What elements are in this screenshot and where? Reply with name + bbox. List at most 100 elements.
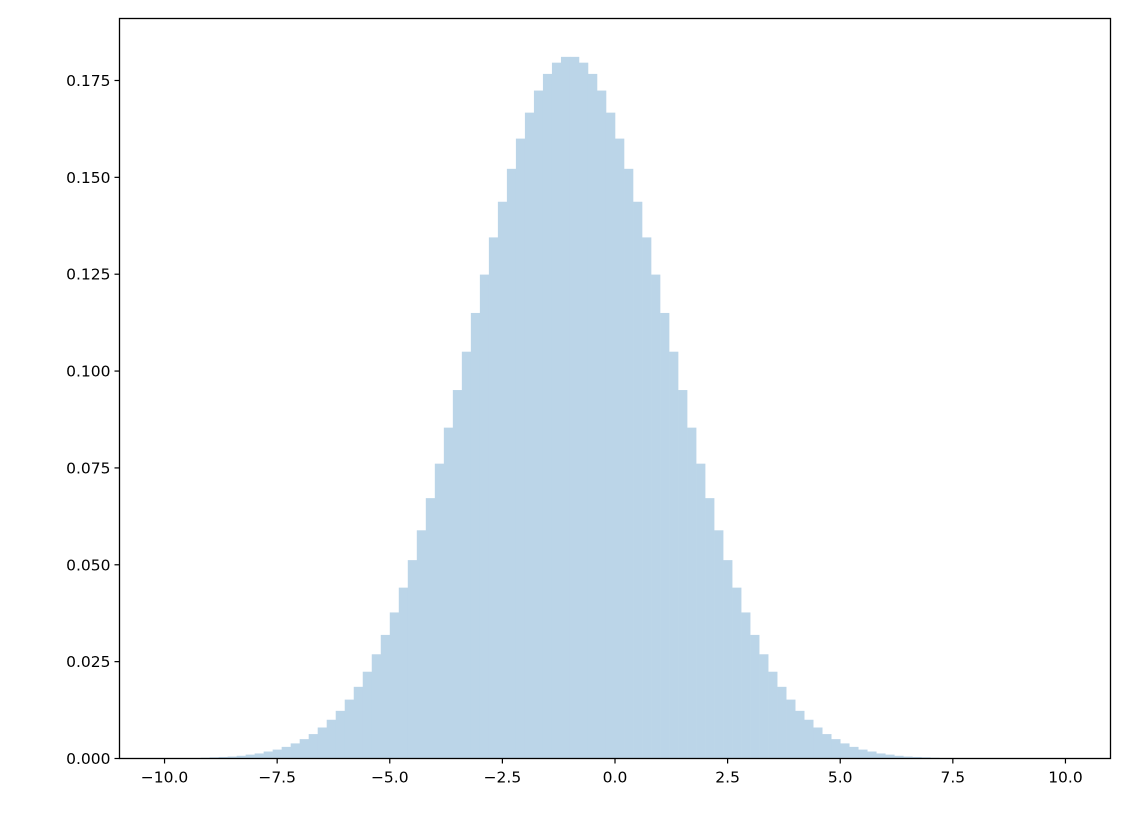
histogram-bar xyxy=(236,755,246,759)
histogram-bar xyxy=(741,612,751,759)
histogram-bar xyxy=(633,201,643,759)
y-tick-label: 0.125 xyxy=(66,266,110,284)
histogram-bar xyxy=(389,612,400,759)
histogram-bar xyxy=(732,587,742,759)
histogram-bar xyxy=(587,73,598,759)
y-tick-label: 0.150 xyxy=(66,169,110,187)
histogram-bar xyxy=(524,112,535,759)
histogram-bar xyxy=(272,749,282,759)
histogram-bar xyxy=(669,351,679,759)
histogram-bar xyxy=(804,719,814,759)
histogram-bar xyxy=(461,351,472,759)
histogram-bar xyxy=(687,427,697,759)
histogram-bar xyxy=(723,560,733,759)
histogram-bar xyxy=(506,168,517,759)
histogram-bar xyxy=(515,138,526,759)
histogram-bar xyxy=(912,756,922,759)
histogram-bar xyxy=(434,463,445,759)
y-axis: 0.000 0.025 0.050 0.075 0.100 0.125 0.150 0.175 xyxy=(66,72,120,768)
histogram-bar xyxy=(371,654,382,759)
x-tick-label: 10.0 xyxy=(1048,769,1083,787)
histogram-bar xyxy=(551,62,562,759)
histogram-bar xyxy=(281,746,291,759)
histogram-bar xyxy=(651,274,661,759)
histogram-bar xyxy=(624,168,634,759)
histogram-bar xyxy=(750,634,760,759)
histogram-bar xyxy=(452,390,463,759)
y-tick-label: 0.075 xyxy=(66,459,110,477)
histogram-bar xyxy=(903,756,913,759)
histogram-bar xyxy=(831,739,841,759)
histogram-bar xyxy=(876,753,886,759)
histogram-bar xyxy=(642,237,652,759)
histogram-bar xyxy=(362,671,373,759)
histogram-bar xyxy=(894,755,904,759)
histogram-bar xyxy=(344,699,355,759)
x-tick-label: 2.5 xyxy=(715,769,740,787)
histogram-bar xyxy=(786,699,796,759)
histogram-bar xyxy=(443,427,454,759)
y-tick-label: 0.100 xyxy=(66,363,110,381)
histogram-bar xyxy=(227,756,237,759)
histogram-bar xyxy=(290,743,300,759)
histogram-bar xyxy=(407,560,418,759)
x-tick-label: 7.5 xyxy=(941,769,966,787)
x-tick-label: −5.0 xyxy=(371,769,409,787)
histogram-bar xyxy=(488,237,499,759)
y-tick-label: 0.175 xyxy=(66,72,110,90)
x-tick-label: −7.5 xyxy=(258,769,296,787)
histogram-bar xyxy=(795,710,805,759)
x-tick-label: 0.0 xyxy=(603,769,628,787)
histogram-bar xyxy=(660,312,670,759)
histogram-bar xyxy=(867,751,877,759)
histogram-bar xyxy=(578,62,589,759)
x-axis: −10.0 −7.5 −5.0 −2.5 0.0 2.5 5.0 7.5 10.0 xyxy=(141,758,1083,787)
histogram-bar xyxy=(299,739,309,759)
histogram-bar xyxy=(335,710,346,759)
histogram-bar xyxy=(759,654,769,759)
histogram-bar xyxy=(317,727,328,759)
histogram-bar xyxy=(479,274,490,759)
axes-frame xyxy=(118,17,1112,760)
histogram-bar xyxy=(678,390,688,759)
histogram-bar xyxy=(380,634,391,759)
histogram-bar xyxy=(254,753,264,759)
histogram-bar xyxy=(560,56,571,759)
histogram-bar xyxy=(308,734,318,759)
histogram-bar xyxy=(768,671,778,759)
y-tick-label: 0.050 xyxy=(66,556,110,574)
bars-group xyxy=(164,56,976,759)
y-tick-label: 0.025 xyxy=(66,653,110,671)
histogram-bar xyxy=(470,312,481,759)
x-tick-label: −2.5 xyxy=(484,769,522,787)
histogram-bar xyxy=(596,90,607,759)
x-tick-label: 5.0 xyxy=(828,769,853,787)
histogram-bar xyxy=(615,138,625,759)
histogram-bar xyxy=(858,749,868,759)
histogram-bar xyxy=(218,756,228,759)
histogram-bar xyxy=(416,530,427,759)
histogram-bar xyxy=(813,727,823,759)
y-tick-label: 0.000 xyxy=(66,750,110,768)
histogram-bar xyxy=(605,112,616,759)
histogram-bar xyxy=(714,530,724,759)
histogram-bar xyxy=(425,498,436,759)
histogram-bar xyxy=(777,686,787,759)
histogram-bar xyxy=(542,73,553,759)
x-tick-label: −10.0 xyxy=(141,769,189,787)
histogram-bar xyxy=(696,463,706,759)
histogram-bar xyxy=(353,686,364,759)
histogram-bar xyxy=(497,201,508,759)
histogram-bar xyxy=(885,754,895,759)
histogram-bar xyxy=(705,498,715,759)
histogram-bar xyxy=(533,90,544,759)
histogram-bar xyxy=(569,56,580,759)
histogram-bar xyxy=(263,751,273,759)
histogram-bar xyxy=(398,587,409,759)
histogram-bar xyxy=(326,719,337,759)
histogram-bar xyxy=(840,743,850,759)
histogram-bar xyxy=(849,746,859,759)
histogram-bar xyxy=(245,754,255,759)
histogram-bar xyxy=(822,734,832,759)
